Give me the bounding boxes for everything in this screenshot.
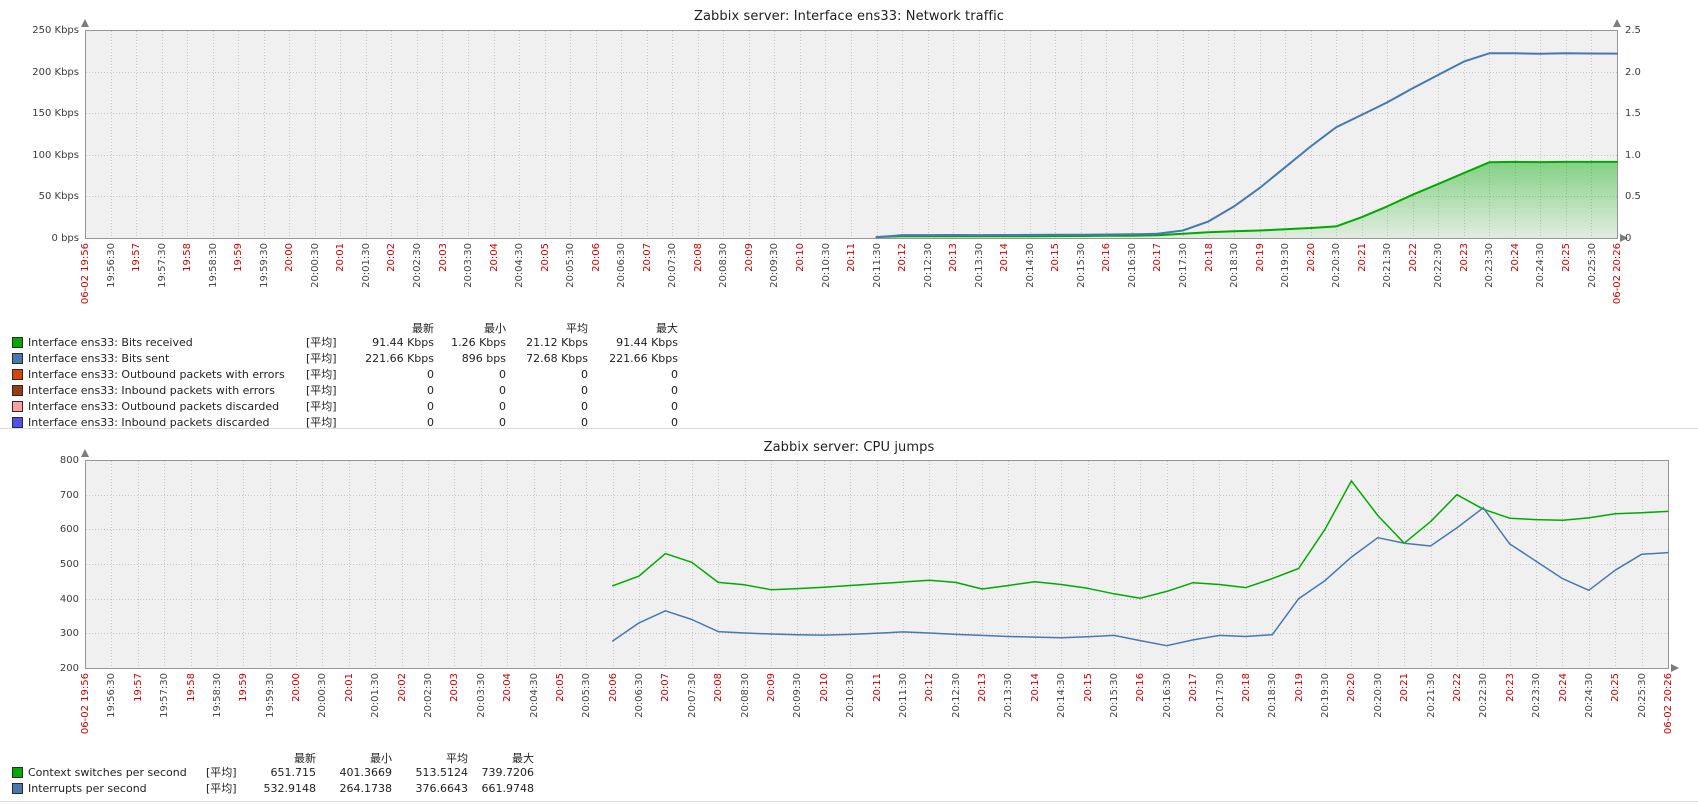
legend-swatch-cell	[12, 782, 28, 797]
legend-value: 0	[671, 384, 678, 397]
legend-value: 532.9148	[263, 782, 317, 795]
legend-value: 0	[499, 368, 506, 381]
legend-value: 0	[499, 384, 506, 397]
legend-value: 91.44 Kbps	[616, 336, 678, 349]
x-axis-arrow-icon	[1620, 234, 1628, 242]
legend-spacer	[206, 752, 252, 765]
legend-color-swatch-icon	[12, 767, 23, 778]
right-axis-arrow-icon	[1613, 19, 1621, 27]
legend-color-swatch-icon	[12, 417, 23, 428]
legend-item-label: Interrupts per second	[28, 782, 147, 795]
legend-color-swatch-icon	[12, 401, 23, 412]
legend-swatch-cell	[12, 352, 28, 367]
legend-function-label: [平均]	[206, 782, 237, 795]
legend-value: 0	[427, 416, 434, 429]
legend-value: 0	[671, 368, 678, 381]
legend-column-header: 最小	[370, 752, 392, 765]
network-traffic-plot-area[interactable]	[0, 0, 1698, 429]
legend-column-header: 最小	[484, 322, 506, 335]
legend-swatch-cell	[12, 766, 28, 781]
x-axis-arrow-icon	[1671, 664, 1679, 672]
legend-swatch-cell	[12, 384, 28, 399]
legend-color-swatch-icon	[12, 369, 23, 380]
legend-value: 0	[581, 384, 588, 397]
legend-item-label: Interface ens33: Inbound packets with er…	[28, 384, 276, 397]
legend-function-label: [平均]	[306, 416, 337, 429]
legend-color-swatch-icon	[12, 385, 23, 396]
legend-value: 91.44 Kbps	[372, 336, 434, 349]
legend-swatch-cell	[12, 416, 28, 431]
legend-value: 264.1738	[339, 782, 393, 795]
legend-value: 0	[581, 400, 588, 413]
legend-value: 401.3669	[339, 766, 393, 779]
legend-value: 0	[581, 368, 588, 381]
legend-color-swatch-icon	[12, 337, 23, 348]
cpu-jumps-legend: 最新 最小 平均 最大 Context switches per second [平均] 6…	[12, 752, 534, 797]
graph-title-cpu-jumps: Zabbix server: CPU jumps	[763, 440, 935, 455]
legend-swatch-cell	[12, 368, 28, 383]
legend-column-header: 最大	[512, 752, 534, 765]
legend-function-label: [平均]	[206, 766, 237, 779]
legend-value: 0	[427, 400, 434, 413]
legend-swatch-cell	[12, 400, 28, 415]
legend-value: 72.68 Kbps	[526, 352, 588, 365]
legend-function-label: [平均]	[306, 384, 337, 397]
legend-spacer	[306, 322, 352, 335]
graph-title-network-traffic: Zabbix server: Interface ens33: Network …	[693, 9, 1005, 24]
legend-column-header: 平均	[566, 322, 588, 335]
legend-value: 513.5124	[415, 766, 469, 779]
legend-value: 0	[427, 368, 434, 381]
legend-value: 651.715	[270, 766, 317, 779]
legend-column-header: 最大	[656, 322, 678, 335]
legend-value: 0	[671, 416, 678, 429]
legend-value: 1.26 Kbps	[451, 336, 506, 349]
y-axis-arrow-icon	[81, 19, 89, 27]
legend-color-swatch-icon	[12, 783, 23, 794]
legend-value: 221.66 Kbps	[365, 352, 434, 365]
legend-item-label: Interface ens33: Outbound packets discar…	[28, 400, 280, 413]
legend-value: 0	[671, 400, 678, 413]
network-traffic-graph-widget: Zabbix server: Interface ens33: Network …	[0, 0, 1698, 431]
legend-value: 0	[427, 384, 434, 397]
legend-column-header: 平均	[446, 752, 468, 765]
legend-swatch-cell	[12, 336, 28, 351]
cpu-jumps-plot-area[interactable]	[0, 429, 1698, 802]
y-axis-arrow-icon	[81, 449, 89, 457]
legend-value: 376.6643	[415, 782, 469, 795]
legend-value: 221.66 Kbps	[609, 352, 678, 365]
legend-function-label: [平均]	[306, 352, 337, 365]
legend-item-label: Interface ens33: Bits received	[28, 336, 193, 349]
legend-function-label: [平均]	[306, 400, 337, 413]
cpu-jumps-graph-widget: Zabbix server: CPU jumps 200 300 400 500 600…	[0, 429, 1698, 802]
legend-spacer	[12, 322, 28, 335]
legend-item-label: Interface ens33: Inbound packets discard…	[28, 416, 270, 429]
legend-color-swatch-icon	[12, 353, 23, 364]
legend-column-header: 最新	[412, 322, 434, 335]
legend-item-label: Interface ens33: Outbound packets with e…	[28, 368, 285, 381]
legend-value: 739.7206	[481, 766, 535, 779]
legend-value: 896 bps	[461, 352, 506, 365]
legend-value: 661.9748	[481, 782, 535, 795]
legend-value: 0	[499, 416, 506, 429]
legend-item-label: Context switches per second	[28, 766, 187, 779]
legend-value: 0	[581, 416, 588, 429]
legend-value: 0	[499, 400, 506, 413]
legend-function-label: [平均]	[306, 368, 337, 381]
legend-spacer	[12, 752, 28, 765]
legend-item-label: Interface ens33: Bits sent	[28, 352, 170, 365]
network-traffic-legend: 最新 最小 平均 最大 Interface ens33: Bits received [平…	[12, 322, 678, 431]
legend-function-label: [平均]	[306, 336, 337, 349]
legend-spacer	[28, 322, 306, 335]
legend-value: 21.12 Kbps	[526, 336, 588, 349]
legend-spacer	[28, 752, 206, 765]
legend-column-header: 最新	[294, 752, 316, 765]
